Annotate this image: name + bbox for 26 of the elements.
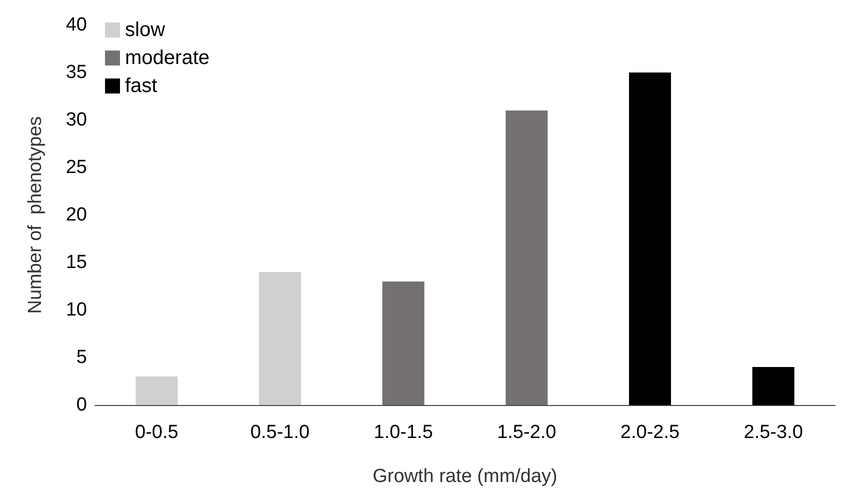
y-tick-label: 0 [76, 394, 87, 416]
x-tick-label: 1.0-1.5 [374, 422, 433, 443]
x-tick-label: 0-0.5 [135, 422, 178, 443]
legend-label: fast [125, 75, 158, 97]
y-tick-label: 5 [76, 347, 87, 368]
y-axis-title: Number of phenotypes [25, 116, 46, 314]
bar [506, 110, 548, 405]
bar [382, 282, 424, 405]
y-tick-label: 30 [66, 110, 87, 130]
bar [136, 376, 178, 405]
y-tick-label: 25 [66, 157, 87, 178]
bar [259, 272, 301, 405]
y-tick-label: 15 [66, 252, 87, 273]
x-tick-label: 1.5-2.0 [497, 422, 556, 443]
y-tick-label: 20 [66, 204, 87, 226]
bar [629, 72, 671, 405]
legend-label: moderate [125, 47, 210, 69]
bar [752, 367, 794, 405]
y-tick-label: 10 [66, 300, 87, 320]
x-tick-label: 0.5-1.0 [250, 422, 310, 443]
legend-label: slow [125, 19, 166, 41]
x-tick-label: 2.0-2.5 [620, 422, 680, 443]
x-axis-title: Growth rate (mm/day) [372, 466, 558, 487]
y-tick-label: 35 [66, 62, 87, 83]
x-tick-label: 2.5-3.0 [744, 422, 803, 443]
y-tick-label: 40 [66, 14, 87, 36]
